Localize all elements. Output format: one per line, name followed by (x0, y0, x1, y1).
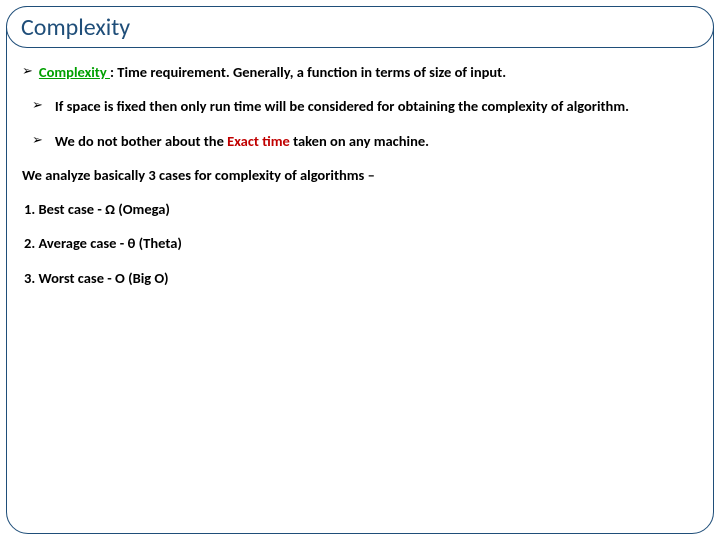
line1-text: Complexity : Time requirement. Generally… (39, 62, 698, 82)
case-best: 1. Best case - Ω (Omega) (22, 199, 698, 219)
title-container: Complexity (6, 6, 714, 48)
slide-title: Complexity (21, 13, 130, 42)
line1-rest: : Time requirement. Generally, a functio… (110, 63, 506, 81)
case-worst: 3. Worst case - O (Big O) (22, 268, 698, 288)
exact-time-text: Exact time (227, 132, 290, 150)
line2-text: If space is fixed then only run time wil… (55, 96, 698, 116)
line3-text: We do not bother about the Exact time ta… (55, 131, 698, 151)
chevron-icon: ➢ (32, 96, 43, 116)
bullet-line-3: ➢ We do not bother about the Exact time … (22, 131, 698, 151)
content-area: ➢ Complexity : Time requirement. General… (22, 62, 698, 520)
bullet-line-1: ➢ Complexity : Time requirement. General… (22, 62, 698, 82)
complexity-label: Complexity (39, 63, 110, 81)
line3-part-b: taken on any machine. (290, 132, 429, 150)
intro-cases-line: We analyze basically 3 cases for complex… (22, 165, 698, 185)
bullet-line-2: ➢ If space is fixed then only run time w… (22, 96, 698, 116)
chevron-icon: ➢ (32, 131, 43, 151)
case-average: 2. Average case - θ (Theta) (22, 233, 698, 253)
line3-part-a: We do not bother about the (55, 132, 227, 150)
chevron-icon: ➢ (22, 62, 33, 82)
